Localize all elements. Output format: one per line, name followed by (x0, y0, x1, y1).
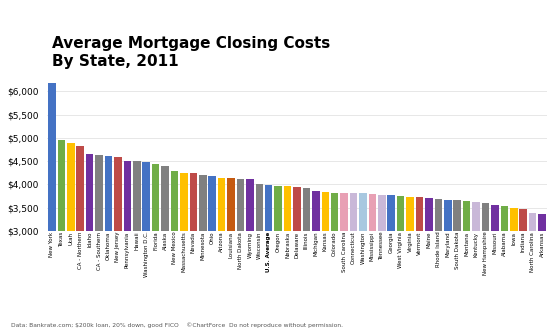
Bar (170, 171, 178, 231)
Bar (331, 193, 338, 231)
Bar (425, 198, 433, 231)
Bar (48, 83, 56, 231)
Bar (95, 155, 103, 231)
Bar (86, 154, 94, 231)
Bar (388, 195, 395, 231)
Bar (482, 204, 490, 231)
Bar (256, 183, 263, 231)
Bar (463, 201, 470, 231)
Bar (322, 192, 329, 231)
Bar (67, 143, 75, 231)
Bar (293, 187, 301, 231)
Text: Data: Bankrate.com; $200k loan, 20% down, good FICO    ©ChartForce  Do not repro: Data: Bankrate.com; $200k loan, 20% down… (11, 323, 343, 328)
Bar (510, 208, 518, 231)
Bar (434, 199, 442, 231)
Bar (58, 141, 65, 231)
Bar (190, 173, 197, 231)
Bar (284, 186, 292, 231)
Bar (180, 173, 188, 231)
Bar (444, 200, 452, 231)
Bar (227, 179, 235, 231)
Bar (133, 161, 141, 231)
Bar (265, 185, 272, 231)
Bar (529, 213, 536, 231)
Bar (236, 179, 244, 231)
Text: Average Mortgage Closing Costs
By State, 2011: Average Mortgage Closing Costs By State,… (52, 36, 330, 69)
Bar (152, 164, 160, 231)
Bar (378, 195, 386, 231)
Bar (312, 191, 320, 231)
Bar (491, 205, 499, 231)
Bar (302, 188, 310, 231)
Bar (161, 166, 169, 231)
Bar (359, 193, 367, 231)
Bar (340, 193, 348, 231)
Bar (114, 157, 122, 231)
Bar (218, 178, 226, 231)
Bar (538, 214, 546, 231)
Bar (453, 200, 461, 231)
Bar (368, 194, 376, 231)
Bar (274, 186, 282, 231)
Bar (246, 180, 254, 231)
Bar (208, 177, 216, 231)
Bar (397, 196, 404, 231)
Bar (199, 175, 206, 231)
Bar (519, 209, 527, 231)
Bar (104, 156, 112, 231)
Bar (76, 146, 84, 231)
Bar (500, 206, 508, 231)
Bar (350, 193, 358, 231)
Bar (416, 197, 424, 231)
Bar (142, 162, 150, 231)
Bar (124, 161, 131, 231)
Bar (472, 202, 480, 231)
Bar (406, 197, 414, 231)
